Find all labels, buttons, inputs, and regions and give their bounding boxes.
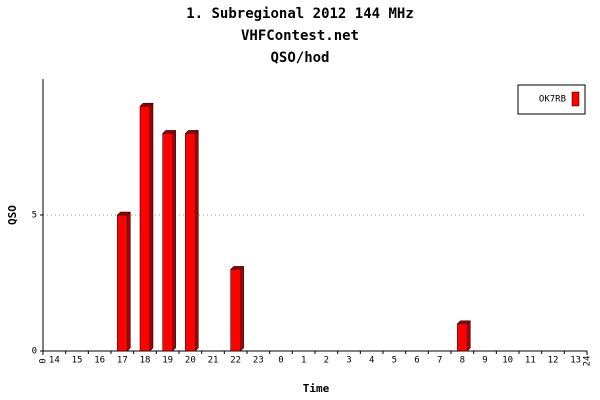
- x-tick-label: 14: [49, 356, 60, 366]
- x-tick-label: 16: [94, 356, 105, 366]
- bar: [184, 129, 199, 352]
- x-tick-label: 3: [346, 356, 351, 366]
- chart-unit-title: QSO/hod: [270, 50, 329, 66]
- x-tick-label: 17: [117, 356, 128, 366]
- bar-face: [117, 214, 128, 352]
- x-tick-label: 10: [502, 356, 513, 366]
- x-tick-label: 12: [548, 356, 559, 366]
- x-tick-label: 20: [185, 356, 196, 366]
- bar-face: [139, 105, 151, 352]
- bar: [162, 129, 177, 352]
- y-tick-label: 0: [32, 347, 37, 357]
- bar: [456, 320, 471, 352]
- chart-title: 1. Subregional 2012 144 MHz: [186, 6, 414, 22]
- bar-face: [240, 265, 244, 352]
- x-tick-label: 15: [72, 356, 83, 366]
- bar: [230, 265, 245, 352]
- bar-face: [127, 211, 131, 352]
- x-tick-label: 5: [392, 356, 397, 366]
- x-tick-label: 7: [437, 356, 442, 366]
- y-tick-label: 5: [32, 211, 37, 221]
- x-tick-label: 13: [570, 356, 581, 366]
- bar-face: [162, 133, 173, 352]
- bar: [139, 102, 154, 352]
- x-tick-label: 8: [460, 356, 465, 366]
- bar-face: [230, 269, 241, 352]
- x-end-label: 0: [39, 358, 49, 363]
- bar-face: [185, 133, 196, 352]
- x-tick-label: 0: [278, 356, 283, 366]
- x-end-label: 24: [583, 356, 593, 367]
- legend-label: OK7RB: [539, 95, 566, 105]
- x-tick-label: 21: [208, 356, 219, 366]
- bar: [116, 211, 131, 352]
- x-tick-label: 11: [525, 356, 536, 366]
- bar-face: [457, 323, 468, 352]
- x-tick-label: 1: [301, 356, 306, 366]
- bar-face: [195, 129, 199, 352]
- bar-face: [172, 129, 176, 352]
- x-tick-label: 22: [230, 356, 241, 366]
- x-tick-label: 6: [414, 356, 419, 366]
- x-tick-label: 9: [482, 356, 487, 366]
- bar-face: [149, 102, 154, 352]
- x-axis-label: Time: [303, 382, 330, 395]
- bar-face: [467, 320, 471, 352]
- legend-swatch: [571, 91, 580, 107]
- x-tick-label: 2: [324, 356, 329, 366]
- x-tick-label: 4: [369, 356, 374, 366]
- y-axis-label: QSO: [6, 205, 19, 225]
- x-tick-label: 19: [162, 356, 173, 366]
- x-tick-label: 23: [253, 356, 264, 366]
- chart-subtitle: VHFContest.net: [241, 28, 359, 44]
- x-tick-label: 18: [140, 356, 151, 366]
